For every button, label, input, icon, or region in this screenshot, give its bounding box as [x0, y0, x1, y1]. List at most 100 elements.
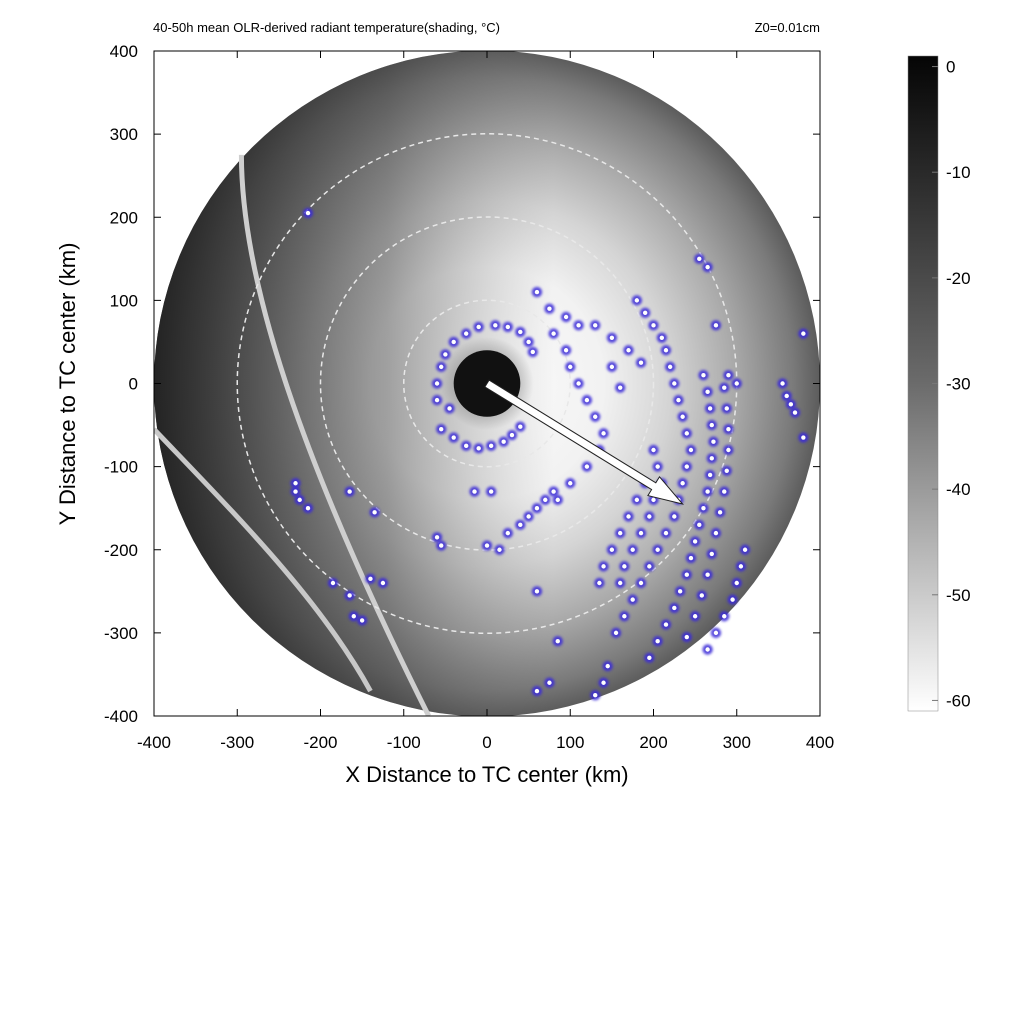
convective-marker [727, 594, 738, 605]
convective-marker [473, 443, 484, 454]
convective-marker [723, 424, 734, 435]
convective-marker [302, 207, 314, 219]
convective-marker [431, 394, 443, 406]
convective-marker [356, 615, 368, 626]
convective-marker [606, 332, 618, 343]
y-tick-label: 200 [110, 208, 138, 227]
x-tick-label: 300 [723, 733, 751, 752]
convective-marker [704, 403, 716, 414]
convective-marker [710, 627, 722, 639]
convective-marker [777, 378, 788, 389]
convective-marker [527, 346, 538, 358]
convective-marker [644, 561, 655, 572]
convective-marker [615, 382, 626, 393]
convective-marker [669, 602, 680, 614]
convective-marker [685, 444, 697, 456]
convective-marker [656, 332, 668, 343]
convective-marker [660, 619, 672, 630]
convective-marker [365, 573, 376, 585]
convective-marker [290, 486, 301, 497]
convective-marker [544, 303, 555, 314]
convective-marker [485, 486, 497, 497]
colorbar-tick-label: -40 [946, 480, 971, 499]
convective-marker [460, 440, 472, 452]
y-tick-label: 100 [110, 291, 138, 310]
convective-marker [708, 436, 719, 447]
convective-marker [615, 577, 626, 589]
convective-marker [669, 378, 680, 389]
convective-marker [702, 486, 713, 497]
bright-streak-east [238, 154, 431, 716]
convective-marker [623, 345, 634, 356]
convective-marker [498, 436, 509, 447]
x-tick-label: 0 [482, 733, 491, 752]
bright-streak-west [154, 427, 373, 693]
convective-marker [673, 394, 684, 406]
convective-marker [619, 611, 630, 622]
shear-vector-arrow [484, 379, 684, 505]
convective-marker [706, 548, 717, 560]
convective-marker [631, 494, 643, 506]
convective-marker [531, 286, 543, 298]
convective-marker [677, 478, 688, 489]
convective-marker [702, 386, 713, 398]
convective-marker [660, 527, 672, 539]
convective-marker [473, 321, 484, 333]
convective-marker [469, 486, 480, 497]
convective-marker [590, 320, 601, 331]
convective-marker [598, 677, 609, 688]
convective-marker [436, 424, 447, 435]
convective-marker [548, 486, 559, 497]
convective-marker [623, 511, 634, 522]
convective-marker [648, 320, 659, 331]
convective-marker [681, 569, 692, 580]
convective-marker [615, 527, 626, 539]
convective-marker [639, 307, 651, 319]
convective-marker [502, 527, 514, 539]
convective-marker [694, 253, 705, 265]
convective-marker [573, 320, 584, 331]
shear-vector [484, 379, 684, 505]
convective-marker [702, 261, 713, 273]
convective-marker [531, 502, 543, 514]
convective-marker [302, 502, 314, 514]
convective-marker [719, 486, 730, 497]
convective-marker [598, 428, 609, 439]
convective-marker [481, 540, 493, 551]
chart-subtitle: Z0=0.01cm [755, 20, 820, 35]
convective-marker [660, 345, 672, 356]
convective-marker [552, 635, 563, 647]
convective-marker [644, 511, 655, 522]
convective-marker [785, 399, 797, 410]
convective-marker [573, 378, 584, 389]
convective-marker [706, 453, 717, 464]
convective-marker [735, 561, 747, 572]
convective-marker [590, 411, 601, 422]
convective-marker [590, 690, 601, 701]
convective-marker [581, 461, 593, 472]
convective-marker [560, 345, 572, 356]
x-tick-label: 100 [556, 733, 584, 752]
colorbar-tick-label: -30 [946, 375, 971, 394]
convective-marker [440, 349, 451, 360]
colorbar: 0 -10 -20 -30 -40 -50 -60 [907, 55, 971, 712]
y-tick-label: -400 [104, 707, 138, 726]
convective-marker [544, 677, 555, 688]
plot-area [154, 51, 820, 716]
convective-marker [548, 328, 559, 339]
convective-marker [723, 444, 734, 456]
convective-marker [644, 652, 655, 664]
y-tick-label: 300 [110, 125, 138, 144]
convective-marker [689, 536, 701, 547]
convective-marker [369, 507, 380, 518]
convective-marker [710, 320, 722, 331]
convective-marker [348, 611, 359, 622]
convective-marker [698, 369, 709, 381]
convective-marker [490, 320, 501, 331]
convective-marker [635, 357, 647, 368]
convective-marker [448, 336, 459, 348]
convective-marker [798, 432, 809, 443]
x-axis-label: X Distance to TC center (km) [345, 762, 628, 787]
x-tick-label: 400 [806, 733, 834, 752]
